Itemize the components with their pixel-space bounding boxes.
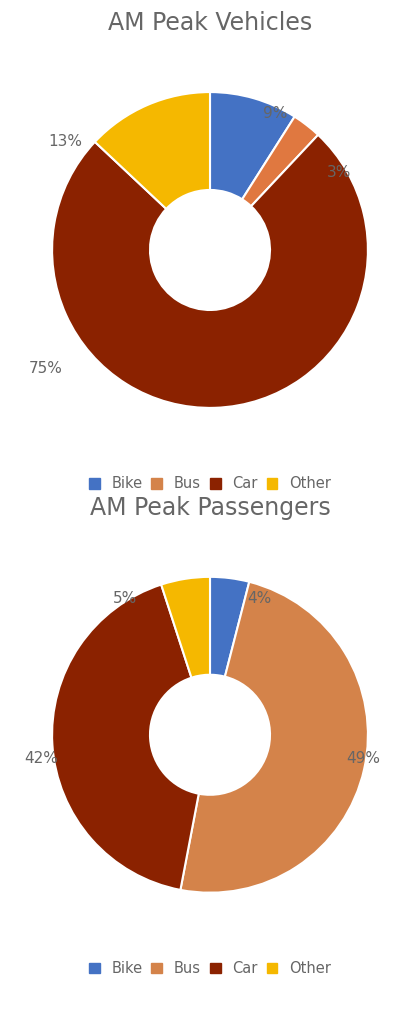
Wedge shape xyxy=(161,577,210,678)
Title: AM Peak Vehicles: AM Peak Vehicles xyxy=(108,11,312,35)
Text: 42%: 42% xyxy=(24,751,58,766)
Wedge shape xyxy=(95,92,210,209)
Text: 49%: 49% xyxy=(346,751,380,766)
Text: 75%: 75% xyxy=(29,361,62,376)
Title: AM Peak Passengers: AM Peak Passengers xyxy=(89,496,331,520)
Wedge shape xyxy=(242,116,318,206)
Legend: Bike, Bus, Car, Other: Bike, Bus, Car, Other xyxy=(89,477,331,492)
Wedge shape xyxy=(52,585,199,890)
Wedge shape xyxy=(52,135,368,408)
Text: 9%: 9% xyxy=(263,106,288,121)
Wedge shape xyxy=(210,577,249,677)
Text: 3%: 3% xyxy=(326,166,351,181)
Wedge shape xyxy=(181,582,368,893)
Text: 4%: 4% xyxy=(247,591,272,606)
Wedge shape xyxy=(210,92,294,199)
Text: 5%: 5% xyxy=(113,591,137,606)
Text: 13%: 13% xyxy=(48,134,82,148)
Legend: Bike, Bus, Car, Other: Bike, Bus, Car, Other xyxy=(89,962,331,977)
